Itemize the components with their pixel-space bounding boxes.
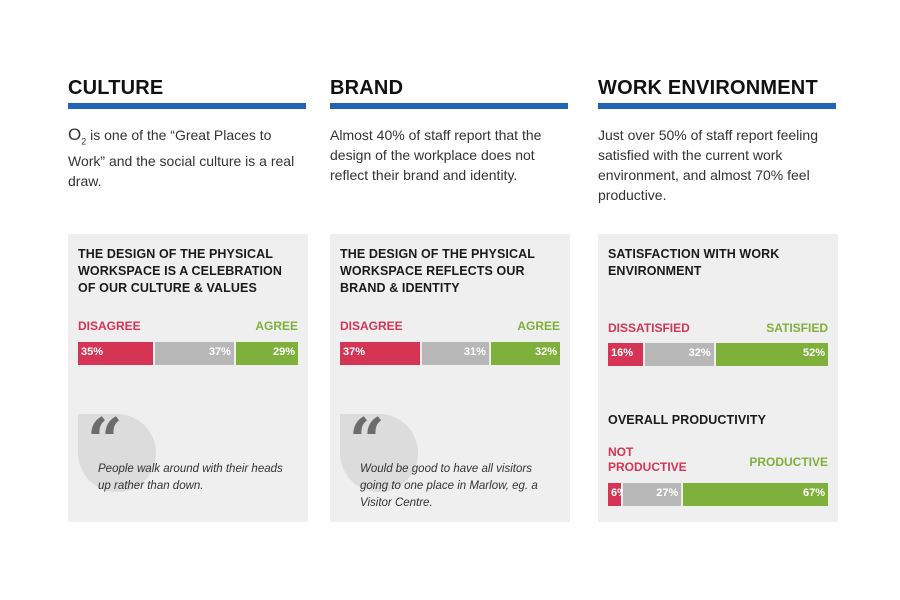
culture-intro: O2 is one of the “Great Places to Work” … bbox=[68, 125, 300, 191]
o2-logo-sub: 2 bbox=[81, 136, 87, 147]
bar-segment-label: 27% bbox=[656, 487, 679, 499]
culture-heading: CULTURE bbox=[68, 77, 164, 99]
quote-bubble bbox=[340, 414, 418, 492]
o2-logo: O2 bbox=[68, 125, 87, 147]
brand-column: BRAND Almost 40% of staff report that th… bbox=[330, 0, 570, 600]
productive-label: PRODUCTIVE bbox=[749, 455, 828, 469]
brand-heading: BRAND bbox=[330, 77, 404, 99]
bar-segment-neutral: 32% bbox=[644, 343, 714, 366]
culture-column: CULTURE O2 is one of the “Great Places t… bbox=[68, 0, 308, 600]
bar-segment-label: 16% bbox=[611, 347, 634, 359]
bar-segment-disagree: 35% bbox=[78, 342, 153, 365]
stacked-bar: 35% 37% 29% bbox=[78, 342, 298, 365]
dissatisfied-label: DISSATISFIED bbox=[608, 321, 690, 335]
heading-rule bbox=[598, 103, 836, 109]
not-productive-label-line2: PRODUCTIVE bbox=[608, 460, 687, 474]
o2-logo-letter: O bbox=[68, 125, 82, 144]
bar-segment-label: 6% bbox=[611, 487, 627, 499]
not-productive-label: NOT PRODUCTIVE bbox=[608, 445, 687, 475]
bar-segment-label: 37% bbox=[343, 346, 366, 358]
quote-bubble bbox=[78, 414, 156, 492]
brand-intro: Almost 40% of staff report that the desi… bbox=[330, 127, 542, 183]
heading-rule bbox=[330, 103, 568, 109]
work-environment-column: WORK ENVIRONMENT Just over 50% of staff … bbox=[598, 0, 838, 600]
bar-segment-label: 29% bbox=[272, 346, 295, 358]
bar-segment-neutral: 27% bbox=[622, 483, 682, 506]
bar-segment-label: 35% bbox=[81, 346, 104, 358]
work-environment-intro: Just over 50% of staff report feeling sa… bbox=[598, 127, 818, 203]
chart-title: THE DESIGN OF THE PHYSICAL WORKSPACE IS … bbox=[78, 247, 282, 295]
work-environment-chart-panel: SATISFACTION WITH WORK ENVIRONMENT DISSA… bbox=[598, 234, 838, 522]
quote-text: People walk around with their heads up r… bbox=[98, 463, 283, 492]
culture-chart-panel: THE DESIGN OF THE PHYSICAL WORKSPACE IS … bbox=[68, 234, 308, 522]
bar-segment-label: 32% bbox=[688, 347, 711, 359]
bar-segment-neutral: 37% bbox=[154, 342, 234, 365]
bar-segment-label: 67% bbox=[802, 487, 825, 499]
bar-segment-label: 31% bbox=[463, 346, 486, 358]
agree-label: AGREE bbox=[517, 319, 560, 333]
chart-title: OVERALL PRODUCTIVITY bbox=[608, 413, 767, 427]
satisfied-label: SATISFIED bbox=[766, 321, 828, 335]
stacked-bar: 16% 32% 52% bbox=[608, 343, 828, 366]
work-environment-heading: WORK ENVIRONMENT bbox=[598, 77, 818, 99]
bar-segment-dissatisfied: 16% bbox=[608, 343, 643, 366]
agree-label: AGREE bbox=[255, 319, 298, 333]
bar-segment-disagree: 37% bbox=[340, 342, 420, 365]
stacked-bar: 6% 27% 67% bbox=[608, 483, 828, 506]
bar-segment-productive: 67% bbox=[683, 483, 828, 506]
quote-icon: “ bbox=[349, 404, 385, 477]
not-productive-label-line1: NOT bbox=[608, 445, 634, 459]
heading-rule bbox=[68, 103, 306, 109]
culture-intro-text: is one of the “Great Places to Work” and… bbox=[68, 127, 295, 190]
bar-segment-satisfied: 52% bbox=[715, 343, 828, 366]
disagree-label: DISAGREE bbox=[78, 319, 141, 333]
bar-segment-agree: 32% bbox=[490, 342, 560, 365]
quote-text: Would be good to have all visitors going… bbox=[360, 463, 538, 509]
quote-icon: “ bbox=[87, 404, 123, 477]
disagree-label: DISAGREE bbox=[340, 319, 403, 333]
bar-segment-agree: 29% bbox=[235, 342, 298, 365]
bar-segment-label: 37% bbox=[208, 346, 231, 358]
bar-segment-not-productive: 6% bbox=[608, 483, 627, 506]
bar-segment-label: 52% bbox=[802, 347, 825, 359]
stacked-bar: 37% 31% 32% bbox=[340, 342, 560, 365]
chart-title: SATISFACTION WITH WORK ENVIRONMENT bbox=[608, 247, 780, 278]
bar-segment-label: 32% bbox=[534, 346, 557, 358]
bar-segment-neutral: 31% bbox=[421, 342, 489, 365]
chart-title: THE DESIGN OF THE PHYSICAL WORKSPACE REF… bbox=[340, 247, 535, 295]
brand-chart-panel: THE DESIGN OF THE PHYSICAL WORKSPACE REF… bbox=[330, 234, 570, 522]
